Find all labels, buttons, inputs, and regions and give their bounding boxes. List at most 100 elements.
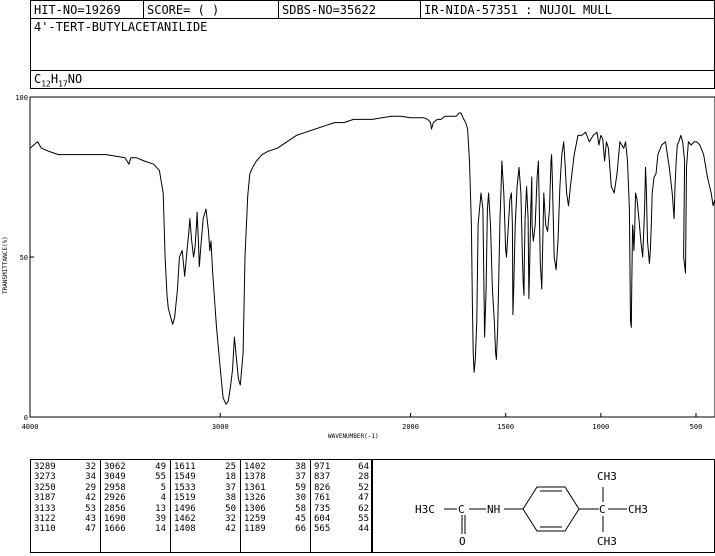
peak-wavenumber: 1462: [174, 514, 196, 525]
peak-column: 1611 25 1549 18 1533 37 1519 38 1496 50 1462 32 1408…: [171, 460, 241, 553]
peak-row: 735 62: [311, 504, 373, 514]
x-axis: 4000 3000 2000 1500 1000 500: [22, 413, 702, 431]
peak-wavenumber: 761: [314, 493, 331, 504]
ir-spectrum-chart: 0 50 100 4000 3000 2000 1500 1000 500 TRANSMITT…: [2, 94, 715, 440]
peak-row: 1361 59: [241, 483, 310, 493]
peak-row: 1666 14: [101, 524, 170, 534]
peak-transmittance: 13: [155, 503, 166, 514]
peak-transmittance: 37: [295, 472, 306, 483]
peak-wavenumber: 2926: [104, 493, 126, 504]
y-tick-label: 0: [24, 414, 28, 422]
peak-transmittance: 64: [358, 462, 369, 472]
peak-wavenumber: 565: [314, 524, 331, 535]
peak-wavenumber: 735: [314, 503, 331, 514]
peak-row: 2856 13: [101, 504, 170, 514]
ir-info: IR-NIDA-57351 : NUJOL MULL: [424, 3, 612, 17]
peak-row: 2958 5: [101, 483, 170, 493]
peak-wavenumber: 1533: [174, 482, 196, 493]
peak-transmittance: 34: [85, 472, 96, 483]
peak-row: 1326 30: [241, 493, 310, 503]
carbonyl-c: C: [458, 503, 465, 516]
peak-transmittance: 44: [358, 524, 369, 535]
peak-row: 1378 37: [241, 472, 310, 482]
carbonyl-o-label: O: [459, 535, 466, 548]
peak-row: 3187 42: [31, 493, 100, 503]
ch3-bottom-label: CH3: [597, 535, 617, 548]
peak-wavenumber: 3187: [34, 493, 56, 504]
peak-transmittance: 32: [225, 514, 236, 525]
peak-transmittance: 49: [155, 462, 166, 472]
peak-transmittance: 58: [295, 503, 306, 514]
peak-wavenumber: 3062: [104, 462, 126, 472]
formula-h: H: [50, 72, 59, 86]
peak-wavenumber: 1611: [174, 462, 196, 472]
peak-wavenumber: 826: [314, 482, 331, 493]
peak-transmittance: 38: [295, 462, 306, 472]
peak-transmittance: 55: [155, 472, 166, 483]
peak-row: 971 64: [311, 462, 373, 472]
peak-transmittance: 47: [358, 493, 369, 504]
peak-row: 1408 42: [171, 524, 240, 534]
peak-row: 3110 47: [31, 524, 100, 534]
peak-wavenumber: 3250: [34, 482, 56, 493]
y-tick-label: 100: [15, 94, 28, 102]
peak-row: 1549 18: [171, 472, 240, 482]
sdbs-no: SDBS-NO=35622: [279, 1, 421, 19]
x-tick-label: 1000: [592, 423, 609, 431]
peak-transmittance: 47: [85, 524, 96, 535]
peak-row: 1690 39: [101, 514, 170, 524]
peak-row: 1462 32: [171, 514, 240, 524]
peak-transmittance: 55: [358, 514, 369, 525]
peak-row: 1496 50: [171, 504, 240, 514]
peak-row: 3122 43: [31, 514, 100, 524]
peak-wavenumber: 1519: [174, 493, 196, 504]
peak-column: 971 64 837 28 826 52 761 47 735 62 604 55 565 44: [311, 460, 373, 553]
peak-wavenumber: 971: [314, 462, 331, 472]
molecular-formula: C12H17NO: [34, 72, 82, 88]
peak-transmittance: 32: [85, 462, 96, 472]
peak-wavenumber: 1666: [104, 524, 126, 535]
nh-label: NH: [487, 503, 500, 516]
x-tick-label: 4000: [22, 423, 39, 431]
peak-row: 1519 38: [171, 493, 240, 503]
y-tick-label: 50: [20, 254, 28, 262]
h3c-label: H3C: [415, 503, 435, 516]
peak-wavenumber: 1326: [244, 493, 266, 504]
peak-wavenumber: 1408: [174, 524, 196, 535]
peak-wavenumber: 1306: [244, 503, 266, 514]
peak-row: 3289 32: [31, 462, 100, 472]
peak-transmittance: 62: [358, 503, 369, 514]
peak-wavenumber: 3110: [34, 524, 56, 535]
peak-transmittance: 45: [295, 514, 306, 525]
peak-wavenumber: 1361: [244, 482, 266, 493]
peak-row: 2926 4: [101, 493, 170, 503]
peak-wavenumber: 3273: [34, 472, 56, 483]
peak-transmittance: 52: [358, 482, 369, 493]
score: SCORE= ( ): [144, 1, 279, 19]
peak-transmittance: 5: [160, 482, 166, 493]
peak-transmittance: 30: [295, 493, 306, 504]
peak-column: 1402 38 1378 37 1361 59 1326 30 1306 58 1259 45 1189…: [241, 460, 311, 553]
plot-frame: [29, 96, 715, 418]
peak-transmittance: 25: [225, 462, 236, 472]
y-axis-label: TRANSMITTANCE(%): [2, 236, 9, 294]
y-axis: 0 50 100: [15, 94, 34, 422]
peak-row: 826 52: [311, 483, 373, 493]
peak-table: 3289 32 3273 34 3250 29 3187 42 3133 53 3122 43 3110…: [30, 459, 372, 553]
hit-no: HIT-NO=19269: [31, 1, 144, 19]
peak-transmittance: 28: [358, 472, 369, 483]
peak-row: 1259 45: [241, 514, 310, 524]
peak-transmittance: 29: [85, 482, 96, 493]
peak-row: 1533 37: [171, 483, 240, 493]
peak-wavenumber: 1402: [244, 462, 266, 472]
peak-transmittance: 42: [85, 493, 96, 504]
peak-row: 1611 25: [171, 462, 240, 472]
peak-transmittance: 66: [295, 524, 306, 535]
peak-row: 3133 53: [31, 504, 100, 514]
x-tick-label: 1500: [497, 423, 514, 431]
molecular-structure: H3C C O NH C CH3 CH3 CH3: [415, 470, 648, 548]
peak-transmittance: 14: [155, 524, 166, 535]
peak-transmittance: 43: [85, 514, 96, 525]
formula-c: C: [34, 72, 42, 86]
peak-transmittance: 39: [155, 514, 166, 525]
